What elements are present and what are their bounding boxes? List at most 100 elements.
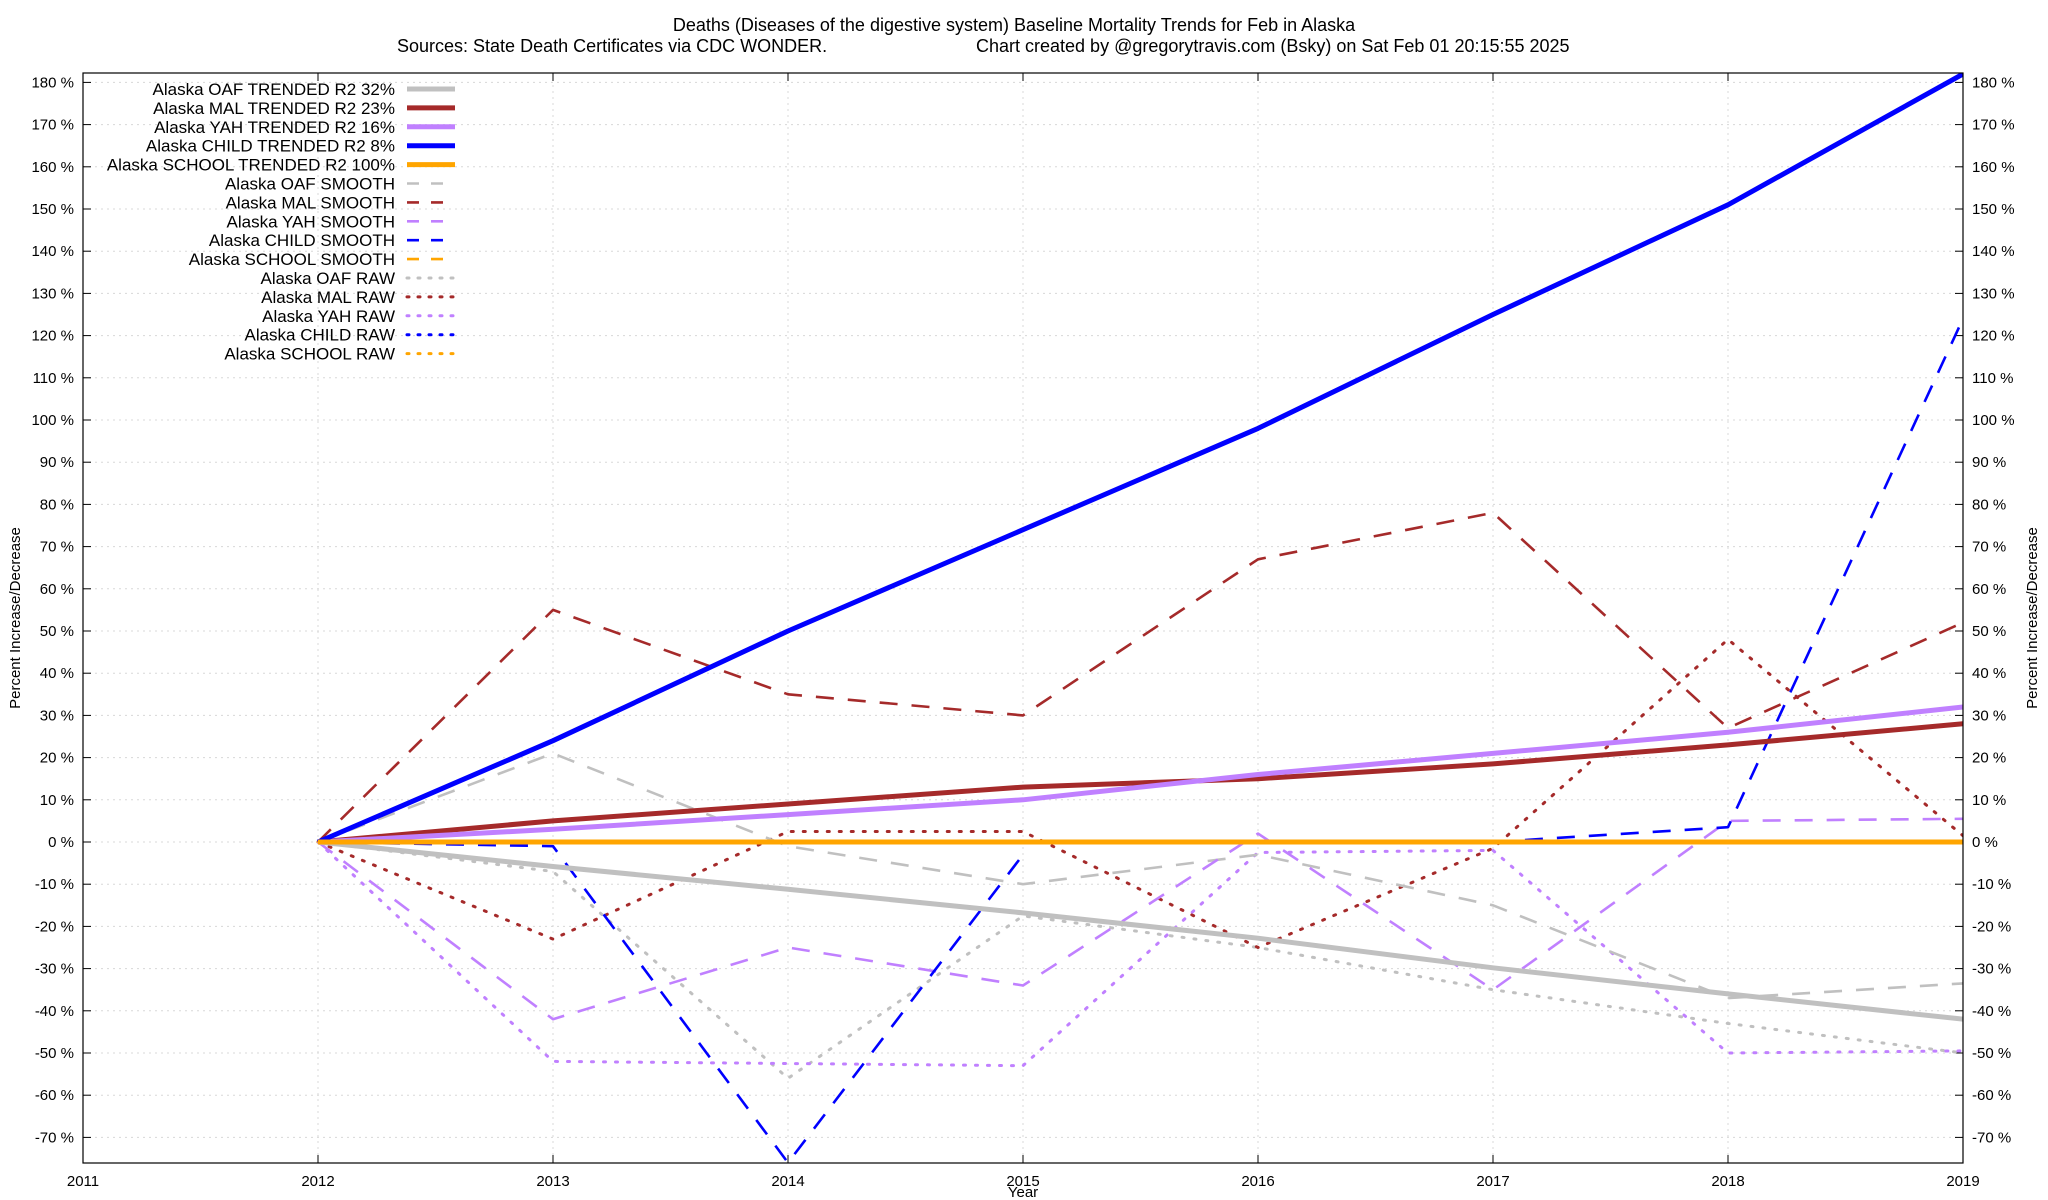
series-line (316, 637, 1963, 949)
y-tick-label-right: 130 % (1972, 285, 2015, 302)
y-tick-label-right: 70 % (1972, 539, 2006, 556)
y-tick-label-left: -40 % (35, 1003, 74, 1020)
x-tick-label: 2018 (1711, 1173, 1744, 1190)
y-axis-label-right: Percent Increase/Decrease (2024, 527, 2041, 709)
y-tick-label-right: 20 % (1972, 750, 2006, 767)
data-series (316, 73, 1963, 1163)
legend-label: Alaska SCHOOL RAW (224, 345, 395, 364)
series-line (317, 73, 1963, 845)
y-tick-label-left: 60 % (40, 581, 74, 598)
y-tick-label-left: 30 % (40, 707, 74, 724)
legend-label: Alaska CHILD RAW (244, 326, 395, 345)
legend-label: Alaska YAH TRENDED R2 16% (154, 118, 395, 137)
legend-label: Alaska YAH RAW (262, 307, 395, 326)
legend-label: Alaska MAL SMOOTH (226, 193, 395, 212)
legend: Alaska OAF TRENDED R2 32%Alaska MAL TREN… (107, 80, 457, 364)
y-tick-label-left: -60 % (35, 1087, 74, 1104)
y-tick-label-right: 10 % (1972, 792, 2006, 809)
y-tick-label-left: 40 % (40, 665, 74, 682)
y-tick-label-right: 50 % (1972, 623, 2006, 640)
legend-label: Alaska MAL TRENDED R2 23% (153, 99, 395, 118)
y-tick-label-right: -10 % (1972, 876, 2011, 893)
y-tick-label-left: 110 % (33, 370, 74, 387)
legend-label: Alaska SCHOOL SMOOTH (189, 250, 395, 269)
x-tick-label: 2011 (67, 1173, 99, 1190)
series-line (317, 839, 1963, 1022)
x-tick-label: 2016 (1241, 1173, 1274, 1190)
y-tick-label-left: 0 % (48, 834, 74, 851)
y-tick-label-left: 20 % (40, 750, 74, 767)
x-axis-label: Year (1008, 1184, 1038, 1200)
y-tick-label-left: 90 % (40, 454, 74, 471)
chart-title: Deaths (Diseases of the digestive system… (673, 15, 1356, 35)
y-tick-label-right: 170 % (1972, 117, 2015, 134)
series-group (316, 73, 1963, 1163)
y-tick-label-right: 0 % (1972, 834, 1998, 851)
y-tick-label-left: 160 % (31, 159, 74, 176)
series-line (317, 817, 1963, 1021)
legend-label: Alaska OAF RAW (261, 269, 395, 288)
x-tick-label: 2013 (536, 1173, 569, 1190)
series-line (317, 752, 1963, 1000)
y-tick-label-right: 180 % (1972, 74, 2015, 91)
y-tick-label-right: -60 % (1972, 1087, 2011, 1104)
y-tick-label-right: 60 % (1972, 581, 2006, 598)
axis-ticks: 180 % 180 % 170 % 170 % 160 % 160 % 150 % 150 %… (31, 73, 2015, 1190)
y-tick-label-left: 50 % (40, 623, 74, 640)
legend-label: Alaska MAL RAW (261, 288, 395, 307)
y-tick-label-right: -30 % (1972, 961, 2011, 978)
y-tick-label-right: 40 % (1972, 665, 2006, 682)
y-tick-label-right: 110 % (1972, 370, 2013, 387)
y-tick-label-left: 80 % (40, 496, 74, 513)
y-tick-label-right: -50 % (1972, 1045, 2011, 1062)
y-tick-label-right: 120 % (1972, 328, 2015, 345)
y-tick-label-left: 70 % (40, 539, 74, 556)
x-tick-label: 2015 (1006, 1173, 1039, 1190)
series-line (317, 704, 1963, 845)
y-tick-label-left: 180 % (31, 74, 74, 91)
x-tick-label: 2017 (1476, 1173, 1509, 1190)
y-tick-label-right: 100 % (1972, 412, 2015, 429)
legend-label: Alaska SCHOOL TRENDED R2 100% (107, 156, 395, 175)
y-tick-label-left: 130 % (31, 285, 74, 302)
chart-subtitle-credit: Chart created by @gregorytravis.com (Bsk… (976, 36, 1570, 56)
y-tick-label-left: -20 % (35, 918, 74, 935)
y-tick-label-right: 160 % (1972, 159, 2015, 176)
x-tick-label: 2014 (771, 1173, 804, 1190)
y-tick-label-right: -70 % (1972, 1129, 2011, 1146)
y-axis-label-left: Percent Increase/Decrease (7, 527, 24, 709)
legend-label: Alaska CHILD TRENDED R2 8% (146, 137, 395, 156)
series-line (317, 721, 1963, 845)
series-line (317, 511, 1963, 843)
plot-frame (82, 72, 1964, 1164)
x-tick-label: 2012 (301, 1173, 334, 1190)
y-tick-label-left: 120 % (31, 328, 74, 345)
y-tick-label-right: 90 % (1972, 454, 2006, 471)
legend-label: Alaska YAH SMOOTH (227, 212, 395, 231)
y-tick-label-right: 140 % (1972, 243, 2015, 260)
legend-label: Alaska OAF SMOOTH (225, 175, 395, 194)
y-tick-label-left: -50 % (35, 1045, 74, 1062)
series-line (316, 840, 1963, 1068)
y-tick-label-right: -40 % (1972, 1003, 2011, 1020)
y-tick-label-left: 150 % (31, 201, 74, 218)
series-line (1492, 318, 1963, 844)
y-tick-label-right: -20 % (1972, 918, 2011, 935)
y-tick-label-left: -10 % (35, 876, 74, 893)
y-tick-label-left: 140 % (31, 243, 74, 260)
y-tick-label-right: 150 % (1972, 201, 2015, 218)
series-line (316, 840, 1963, 1080)
y-tick-label-left: -30 % (35, 961, 74, 978)
y-tick-label-left: -70 % (35, 1129, 74, 1146)
grid-lines (82, 73, 1964, 1163)
series-line (317, 840, 1025, 1163)
y-tick-label-left: 100 % (31, 412, 74, 429)
y-tick-label-left: 10 % (40, 792, 74, 809)
y-tick-label-right: 80 % (1972, 496, 2006, 513)
chart-subtitle-source: Sources: State Death Certificates via CD… (397, 36, 827, 56)
legend-label: Alaska OAF TRENDED R2 32% (153, 80, 395, 99)
x-tick-label: 2019 (1946, 1173, 1979, 1190)
y-tick-label-left: 170 % (31, 117, 74, 134)
